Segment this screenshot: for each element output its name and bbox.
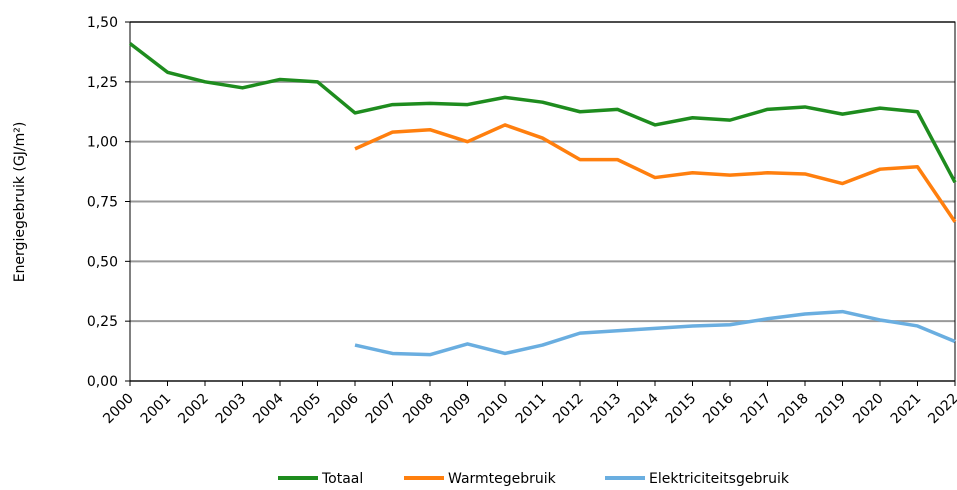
x-tick-label: 2004 (250, 390, 287, 427)
x-tick-label: 2015 (663, 391, 700, 428)
x-tick-label: 2022 (925, 391, 957, 428)
y-tick-label: 0,00 (87, 374, 118, 390)
x-tick-label: 2006 (325, 390, 362, 427)
x-tick-label: 2018 (775, 391, 812, 428)
y-tick-label: 1,00 (87, 135, 118, 151)
x-tick-label: 2007 (363, 391, 400, 428)
y-axis-label: Energiegebruik (GJ/m²) (12, 122, 28, 283)
x-tick-label: 2002 (175, 391, 212, 428)
x-tick-label: 2003 (213, 391, 250, 428)
x-tick-label: 2001 (138, 391, 175, 428)
x-tick-label: 2012 (550, 391, 587, 428)
y-tick-label: 0,50 (87, 254, 118, 270)
legend-label: Warmtegebruik (448, 471, 557, 486)
x-tick-label: 2019 (813, 391, 850, 428)
y-tick-label: 0,75 (87, 195, 118, 211)
x-tick-label: 2016 (700, 390, 737, 427)
x-tick-label: 2005 (288, 391, 325, 428)
line-series (354, 123, 957, 223)
legend-label: Elektriciteitsgebruik (649, 471, 790, 486)
x-tick-label: 2009 (438, 391, 475, 428)
x-tick-label: 2011 (513, 391, 550, 428)
y-tick-label: 0,25 (87, 314, 118, 330)
y-tick-label: 1,25 (87, 75, 118, 91)
x-tick-label: 2008 (400, 391, 437, 428)
line-series (128, 42, 957, 184)
x-tick-label: 2013 (588, 391, 625, 428)
x-tick-label: 2014 (625, 390, 662, 427)
legend-label: Totaal (321, 471, 363, 486)
x-tick-label: 2000 (100, 391, 137, 428)
x-tick-label: 2017 (738, 391, 775, 428)
y-tick-label: 1,50 (87, 15, 118, 31)
line-series (354, 309, 956, 357)
x-tick-label: 2021 (888, 391, 925, 428)
x-tick-label: 2010 (475, 391, 512, 428)
x-tick-label: 2020 (850, 391, 887, 428)
